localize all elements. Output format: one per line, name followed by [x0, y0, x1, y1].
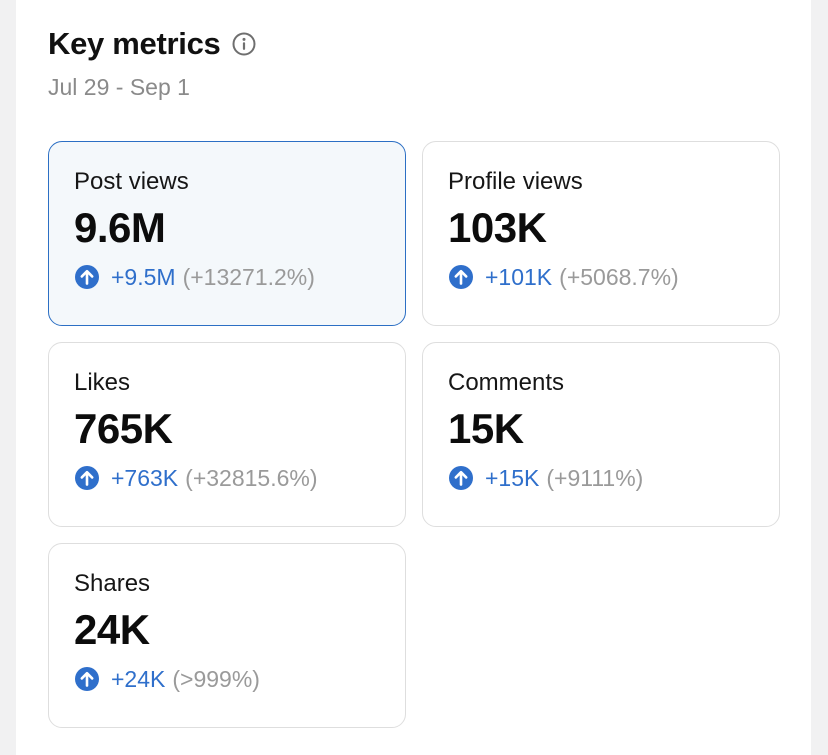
- arrow-up-circle-icon: [448, 465, 474, 491]
- metric-percent: (+9111%): [546, 465, 644, 491]
- arrow-up-circle-icon: [74, 666, 100, 692]
- info-icon[interactable]: [231, 31, 257, 57]
- metric-delta: +763K: [111, 465, 179, 491]
- metric-percent: (+5068.7%): [559, 264, 679, 290]
- metric-label: Post views: [74, 168, 189, 195]
- metric-delta: +101K: [485, 264, 553, 290]
- metric-card-post-views[interactable]: Post views 9.6M +9.5M (+13271.2%): [48, 141, 406, 326]
- metric-card-comments[interactable]: Comments 15K +15K (+9111%): [422, 342, 780, 527]
- metric-card-shares[interactable]: Shares 24K +24K (>999%): [48, 543, 406, 728]
- metric-value: 15K: [448, 405, 524, 452]
- metric-change: +24K (>999%): [74, 665, 405, 693]
- metric-value: 103K: [448, 204, 547, 251]
- metric-change: +101K (+5068.7%): [448, 263, 779, 291]
- arrow-up-circle-icon: [74, 264, 100, 290]
- metric-change: +15K (+9111%): [448, 464, 779, 492]
- title-row: Key metrics: [48, 26, 257, 62]
- metric-label: Profile views: [448, 168, 583, 195]
- metric-value: 9.6M: [74, 204, 166, 251]
- metric-label: Shares: [74, 570, 151, 597]
- metric-percent: (>999%): [172, 666, 260, 692]
- metric-delta: +15K: [485, 465, 540, 491]
- arrow-up-circle-icon: [74, 465, 100, 491]
- metric-value: 24K: [74, 606, 150, 653]
- metrics-grid: Post views 9.6M +9.5M (+13271.2%) Profil…: [48, 141, 780, 728]
- key-metrics-panel: Key metrics Jul 29 - Sep 1 Post views 9.…: [16, 0, 811, 755]
- metric-percent: (+32815.6%): [185, 465, 318, 491]
- metric-label: Likes: [74, 369, 131, 396]
- date-range[interactable]: Jul 29 - Sep 1: [48, 74, 190, 100]
- metric-change: +763K (+32815.6%): [74, 464, 405, 492]
- metric-delta: +24K: [111, 666, 166, 692]
- metric-label: Comments: [448, 369, 565, 396]
- arrow-up-circle-icon: [448, 264, 474, 290]
- page-title: Key metrics: [48, 26, 221, 61]
- metric-change: +9.5M (+13271.2%): [74, 263, 405, 291]
- metric-percent: (+13271.2%): [182, 264, 315, 290]
- metric-value: 765K: [74, 405, 173, 452]
- metric-card-likes[interactable]: Likes 765K +763K (+32815.6%): [48, 342, 406, 527]
- metric-delta: +9.5M: [111, 264, 176, 290]
- metric-card-profile-views[interactable]: Profile views 103K +101K (+5068.7%): [422, 141, 780, 326]
- key-metrics-header: Key metrics Jul 29 - Sep 1: [48, 26, 257, 101]
